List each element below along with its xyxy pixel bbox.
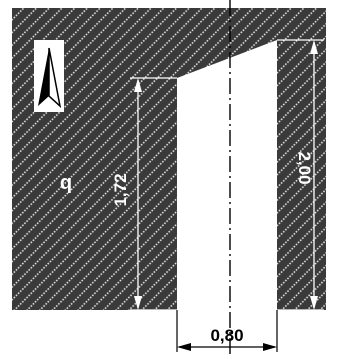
bottom-dimension xyxy=(176,310,278,352)
hatched-material xyxy=(12,8,326,310)
left-height-label: 1,72 xyxy=(111,173,130,206)
gap-width-label: 0,80 xyxy=(210,326,243,345)
right-dimension xyxy=(277,39,324,311)
right-height-label: 2,00 xyxy=(295,151,314,184)
bottom-margin xyxy=(0,310,343,354)
region-symbol: b xyxy=(60,173,72,195)
north-arrow-icon xyxy=(34,40,64,112)
left-dimension xyxy=(130,77,177,311)
